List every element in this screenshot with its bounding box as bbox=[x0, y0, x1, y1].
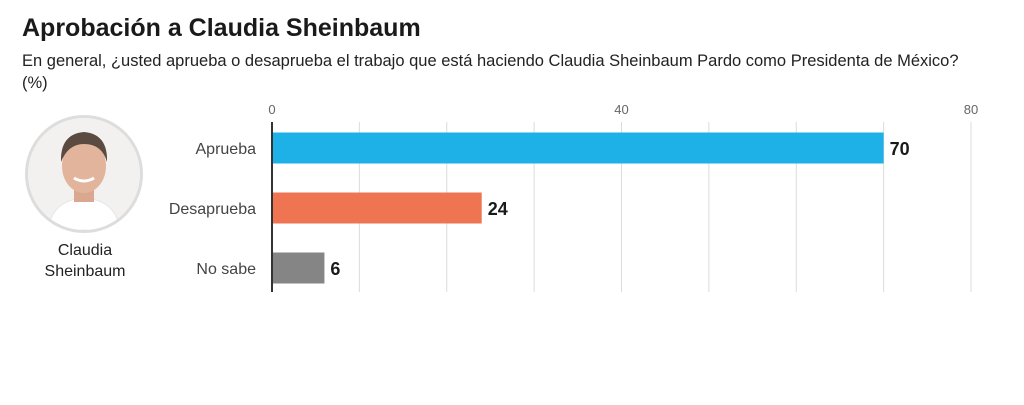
data-label: 70 bbox=[890, 139, 910, 159]
x-tick-label: 40 bbox=[614, 102, 628, 117]
x-tick-label: 0 bbox=[268, 102, 275, 117]
person-name-line2: Sheinbaum bbox=[44, 263, 126, 280]
person-name: Claudia Sheinbaum bbox=[30, 240, 140, 282]
category-label: Desaprueba bbox=[169, 201, 256, 218]
x-tick-label: 80 bbox=[964, 102, 978, 117]
chart-title: Aprobación a Claudia Sheinbaum bbox=[22, 14, 421, 42]
person-name-line1: Claudia bbox=[57, 242, 113, 259]
chart-subtitle: En general, ¿usted aprueba o desaprueba … bbox=[22, 52, 959, 92]
data-label: 24 bbox=[488, 199, 508, 219]
person-icon bbox=[28, 118, 140, 230]
bar-aprueba bbox=[272, 132, 884, 164]
bar-no-sabe bbox=[272, 252, 325, 284]
category-label: Aprueba bbox=[196, 141, 257, 158]
data-label: 6 bbox=[330, 259, 340, 279]
category-label: No sabe bbox=[196, 261, 256, 278]
portrait-photo bbox=[25, 115, 143, 233]
bar-desaprueba bbox=[272, 192, 482, 224]
